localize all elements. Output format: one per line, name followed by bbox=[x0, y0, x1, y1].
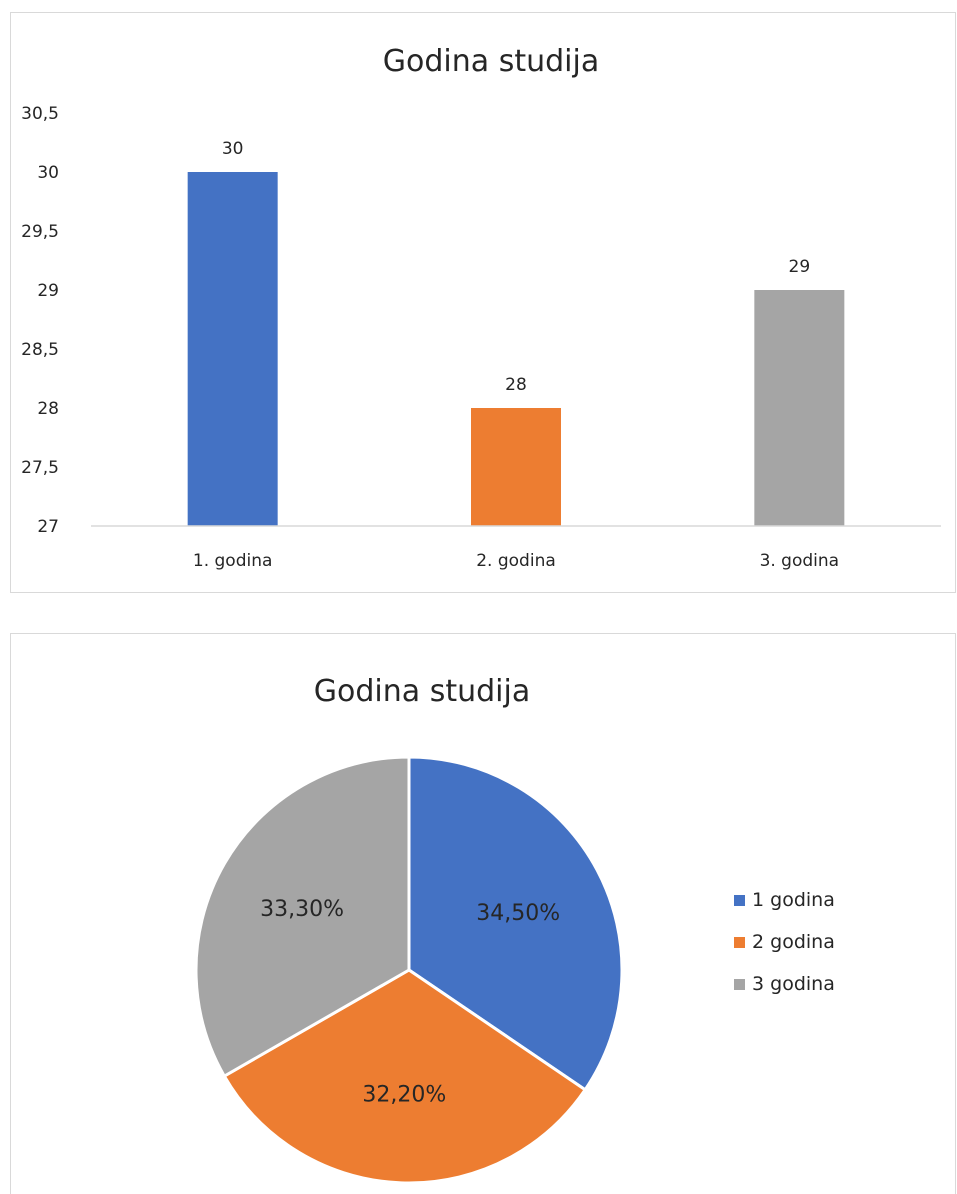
x-tick-label: 1. godina bbox=[193, 551, 273, 571]
bar-3 bbox=[754, 290, 845, 526]
pie-slice-label: 32,20% bbox=[362, 1082, 446, 1107]
y-tick-label: 29,5 bbox=[21, 222, 59, 242]
pie-slice-2 bbox=[222, 968, 588, 1185]
bar-chart: Godina studija 27 27,5 28 28,5 29 29,5 30 30,5 … bbox=[10, 12, 956, 593]
x-tick-label: 2. godina bbox=[476, 551, 556, 571]
legend-label: 2 godina bbox=[752, 931, 835, 953]
y-tick-label: 28 bbox=[37, 399, 59, 419]
bar-1 bbox=[187, 172, 278, 526]
y-tick-label: 30,5 bbox=[21, 104, 59, 124]
pie-slice-label: 34,50% bbox=[476, 901, 560, 926]
bar-chart-title: Godina studija bbox=[383, 44, 599, 79]
bar-value-label: 28 bbox=[505, 375, 527, 395]
legend-swatch bbox=[734, 979, 745, 990]
legend-label: 3 godina bbox=[752, 973, 835, 995]
pie-slice-1 bbox=[407, 755, 624, 1092]
y-tick-label: 30 bbox=[37, 163, 59, 183]
legend-swatch bbox=[734, 895, 745, 906]
y-tick-label: 29 bbox=[37, 281, 59, 301]
pie-slice-3 bbox=[194, 755, 411, 1079]
bar-2 bbox=[471, 408, 561, 526]
pie-chart-svg: Godina studija 34,50% 32,20% 33,30% 1 godi… bbox=[194, 674, 835, 1185]
y-tick-label: 27 bbox=[37, 517, 59, 537]
pie-slice-label: 33,30% bbox=[260, 897, 344, 922]
legend-label: 1 godina bbox=[752, 889, 835, 911]
y-tick-label: 28,5 bbox=[21, 340, 59, 360]
y-tick-label: 27,5 bbox=[21, 458, 59, 478]
bar-chart-svg: Godina studija 2727,52828,52929,53030,5 … bbox=[21, 44, 941, 571]
bar-value-label: 30 bbox=[222, 139, 244, 159]
x-tick-label: 3. godina bbox=[760, 551, 840, 571]
pie-chart: Godina studija 34,50% 32,20% 33,30% 1 godi… bbox=[10, 633, 956, 1194]
legend-swatch bbox=[734, 937, 745, 948]
bar-value-label: 29 bbox=[789, 257, 811, 277]
pie-chart-title: Godina studija bbox=[314, 674, 530, 709]
